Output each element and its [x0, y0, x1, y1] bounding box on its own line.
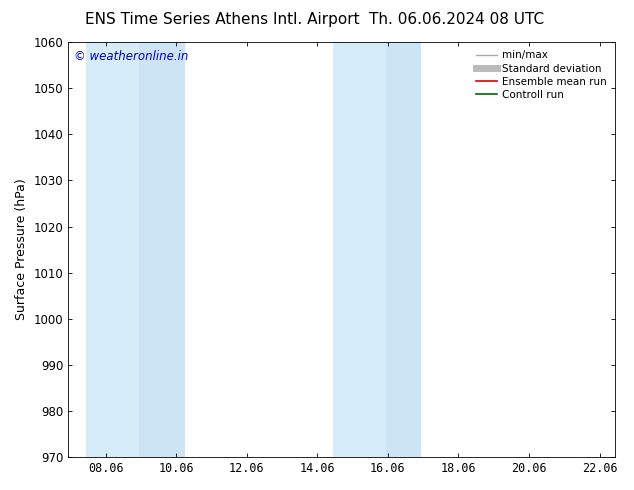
Y-axis label: Surface Pressure (hPa): Surface Pressure (hPa) — [15, 179, 28, 320]
Text: Th. 06.06.2024 08 UTC: Th. 06.06.2024 08 UTC — [369, 12, 544, 27]
Bar — [333, 42, 385, 457]
Bar — [139, 42, 184, 457]
Bar — [385, 42, 421, 457]
Text: © weatheronline.in: © weatheronline.in — [74, 50, 188, 63]
Bar — [86, 42, 139, 457]
Legend: min/max, Standard deviation, Ensemble mean run, Controll run: min/max, Standard deviation, Ensemble me… — [473, 47, 610, 103]
Text: ENS Time Series Athens Intl. Airport: ENS Time Series Athens Intl. Airport — [84, 12, 359, 27]
